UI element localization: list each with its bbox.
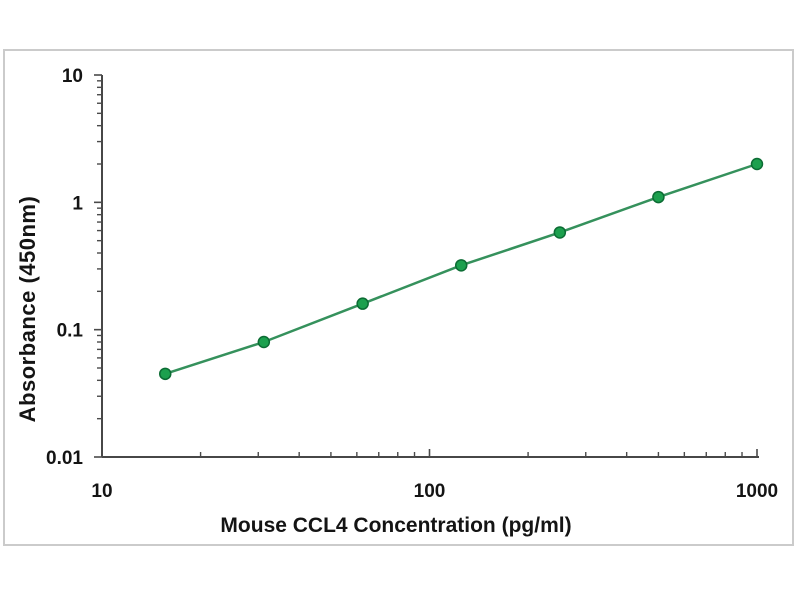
data-point-0-1 xyxy=(257,335,271,349)
y-tick-label: 10 xyxy=(62,66,83,87)
data-point-0-5 xyxy=(652,190,665,204)
x-tick-label: 100 xyxy=(414,481,446,502)
y-tick-label: 1 xyxy=(72,193,83,214)
data-point-0-6 xyxy=(750,157,764,171)
x-tick-label: 10 xyxy=(91,481,112,502)
data-point-0-4 xyxy=(553,226,567,239)
data-point-0-3 xyxy=(454,259,468,272)
x-tick-label: 1000 xyxy=(736,481,778,502)
data-point-0-2 xyxy=(356,297,369,310)
data-point-0-0 xyxy=(158,367,172,381)
y-tick-label: 0.01 xyxy=(46,448,83,469)
plot-area: 10 100 1000 10 1 0.1 0.01 xyxy=(46,66,778,502)
chart-panel: 10 100 1000 10 1 0.1 0.01 Absorbance (450nm) M… xyxy=(3,49,794,546)
y-axis-title: Absorbance (450nm) xyxy=(15,195,40,423)
y-tick-label: 0.1 xyxy=(57,321,84,342)
x-axis-title: Mouse CCL4 Concentration (pg/ml) xyxy=(220,514,572,537)
